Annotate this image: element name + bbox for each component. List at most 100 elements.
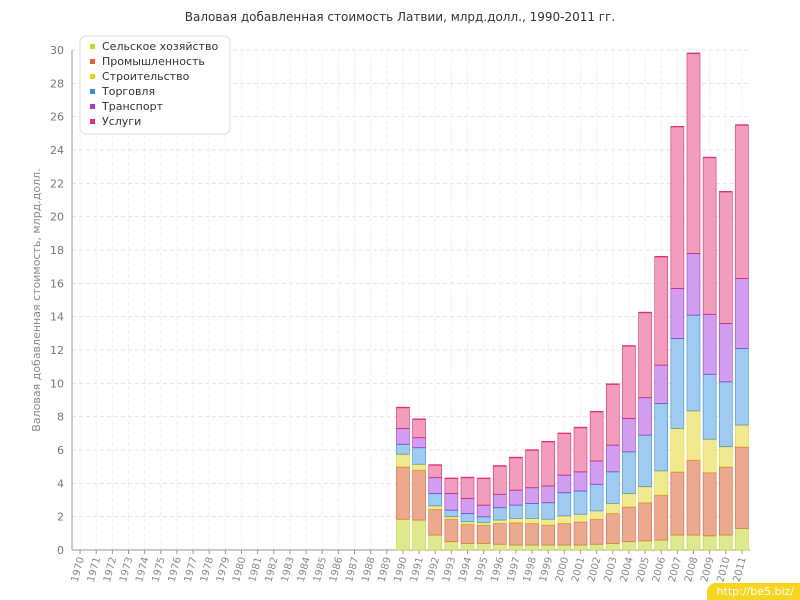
x-tick-label: 1973	[118, 556, 135, 583]
bar-segment	[686, 53, 701, 254]
x-tick-label: 1992	[425, 556, 442, 583]
bar-segment	[396, 466, 410, 520]
y-tick-label: 2	[57, 511, 64, 524]
x-tick-label: 1990	[393, 556, 410, 583]
x-tick-label: 1970	[70, 556, 87, 583]
bar-segment	[412, 437, 426, 448]
bar-segment	[412, 469, 426, 521]
y-tick-label: 18	[50, 244, 64, 257]
bar-segment	[476, 543, 491, 551]
bar-segment	[525, 503, 539, 519]
x-tick-label: 1971	[86, 556, 103, 583]
legend-marker	[90, 89, 95, 94]
bar-segment	[476, 524, 491, 544]
chart-title: Валовая добавленная стоимость Латвии, мл…	[184, 10, 616, 24]
bar-segment	[622, 418, 636, 452]
legend-marker	[90, 74, 95, 79]
y-tick-label: 22	[50, 177, 64, 190]
bar-segment	[670, 471, 685, 536]
x-tick-label: 1995	[473, 556, 490, 583]
bar-segment	[541, 502, 556, 520]
bar-segment	[444, 493, 459, 511]
x-tick-label: 1994	[457, 556, 474, 583]
bar-segment	[622, 541, 636, 551]
bar-segment	[573, 427, 588, 472]
bar-segment	[735, 124, 749, 279]
bar-segment	[638, 502, 652, 542]
x-tick-label: 1993	[441, 556, 458, 583]
legend-marker	[90, 119, 95, 124]
bar-segment	[509, 489, 523, 506]
bar-segment	[735, 278, 749, 349]
bar-segment	[557, 492, 572, 517]
x-tick-label: 1983	[280, 556, 297, 583]
x-tick-label: 2010	[715, 556, 732, 583]
bar-segment	[718, 446, 733, 467]
bar-segment	[525, 523, 539, 546]
bar-segment	[557, 523, 572, 546]
bar-segment	[428, 508, 443, 536]
bar-segment	[492, 507, 507, 521]
bar-segment	[589, 483, 604, 512]
legend-label: Строительство	[102, 70, 190, 83]
bar-segment	[735, 424, 749, 447]
bar-segment	[670, 534, 685, 551]
x-tick-label: 1986	[328, 556, 345, 583]
x-tick-label: 2005	[635, 556, 652, 583]
x-tick-label: 2009	[699, 556, 716, 583]
bar-segment	[396, 428, 410, 445]
bar-segment	[396, 407, 410, 429]
x-tick-label: 2011	[732, 556, 749, 583]
bar-segment	[444, 541, 459, 551]
y-axis-title: Валовая добавленная стоимость, млрд.долл…	[30, 168, 43, 431]
bar-segment	[573, 521, 588, 546]
bar-segment	[638, 312, 652, 398]
bar-segment	[541, 441, 556, 487]
bar-segment	[686, 314, 701, 412]
x-tick-label: 1997	[506, 556, 523, 583]
bar-segment	[476, 516, 491, 523]
bar-segment	[638, 540, 652, 551]
bar-segment	[460, 477, 475, 499]
y-tick-label: 12	[50, 344, 64, 357]
bar-segment	[702, 157, 717, 315]
bar-segment	[605, 444, 620, 472]
x-tick-label: 1974	[134, 556, 151, 583]
bar-segment	[605, 383, 620, 446]
y-tick-label: 14	[50, 311, 64, 324]
bar-segment	[718, 534, 733, 551]
legend-marker	[90, 104, 95, 109]
bar-segment	[541, 485, 556, 503]
bar-segment	[702, 438, 717, 473]
bar-segment	[492, 465, 507, 495]
bar-segment	[589, 518, 604, 545]
bar-segment	[702, 472, 717, 537]
bar-segment	[509, 544, 523, 551]
bar-segment	[492, 493, 507, 508]
bar-segment	[573, 513, 588, 522]
bar-segment	[686, 253, 701, 316]
bar-segment	[525, 544, 539, 551]
x-tick-label: 2001	[570, 556, 587, 583]
x-tick-label: 2004	[619, 556, 636, 583]
bar-segment	[396, 443, 410, 455]
legend-label: Торговля	[101, 85, 155, 98]
x-tick-label: 1991	[409, 556, 426, 583]
x-tick-label: 1989	[376, 556, 393, 583]
bar-segment	[589, 460, 604, 485]
x-tick-label: 2003	[602, 556, 619, 583]
bar-segment	[525, 518, 539, 524]
bar-segment	[622, 493, 636, 507]
bar-segment	[735, 446, 749, 529]
bar-segment	[654, 256, 669, 366]
watermark-link[interactable]: http://be5.biz/	[706, 583, 800, 600]
legend-marker	[90, 59, 95, 64]
bar-segment	[622, 506, 636, 542]
bar-segment	[654, 364, 669, 404]
bar-segment	[509, 522, 523, 546]
bar-segment	[396, 453, 410, 467]
x-tick-label: 1982	[263, 556, 280, 583]
bar-segment	[589, 543, 604, 551]
bar-segment	[654, 494, 669, 541]
